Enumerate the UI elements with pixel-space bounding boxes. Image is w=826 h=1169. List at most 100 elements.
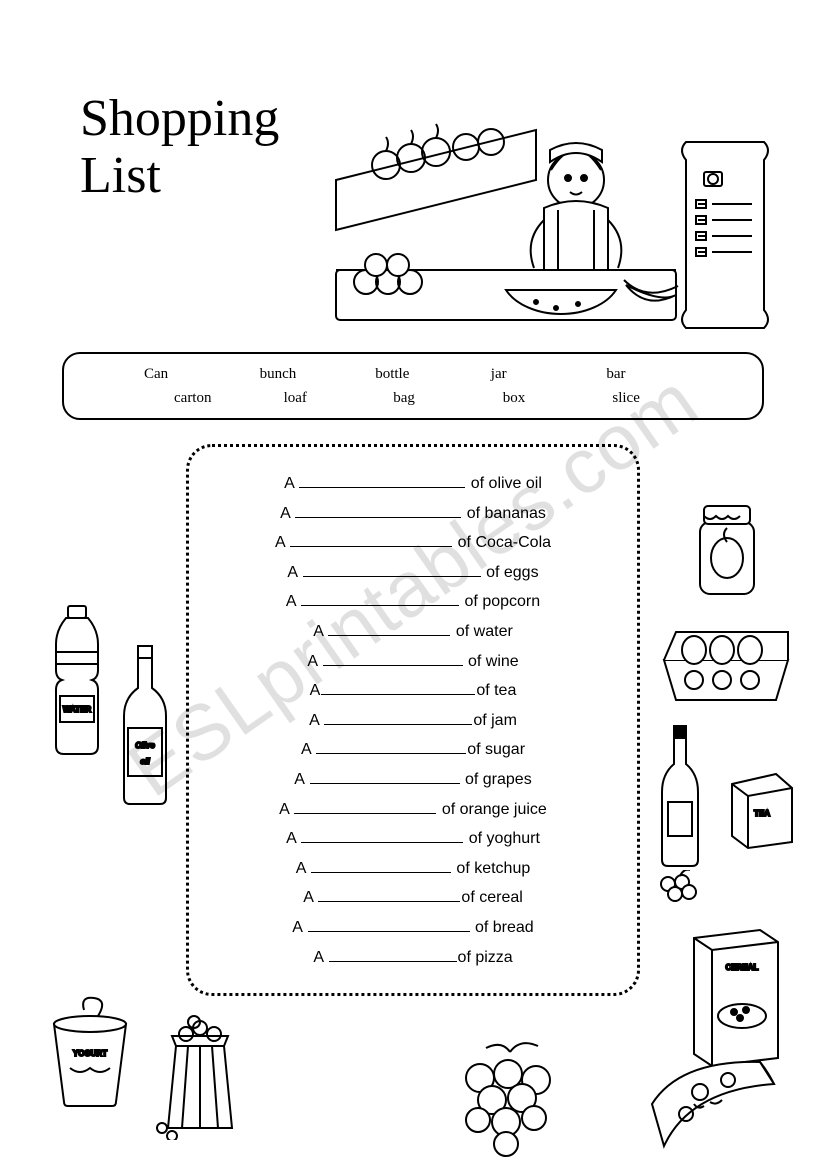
fill-blank[interactable] — [290, 533, 452, 547]
exercise-line-6: A of water — [209, 617, 617, 647]
exercise-suffix: of orange juice — [437, 801, 546, 818]
exercise-prefix: A — [280, 505, 294, 522]
word-bunch: bunch — [260, 362, 376, 386]
page-title: Shopping List — [80, 90, 279, 204]
egg-carton-icon — [656, 620, 796, 710]
exercise-suffix: of wine — [464, 653, 519, 670]
exercise-suffix: of bread — [471, 919, 534, 936]
exercise-suffix: of olive oil — [466, 475, 542, 492]
exercise-suffix: of water — [451, 623, 512, 640]
fill-blank[interactable] — [318, 888, 460, 902]
exercise-prefix: A — [313, 949, 327, 966]
exercise-line-3: A of Coca-Cola — [209, 528, 617, 558]
fill-blank[interactable] — [316, 740, 466, 754]
tea-box-icon: TEA — [720, 760, 800, 850]
olive-oil-icon: Olive oil — [110, 640, 180, 810]
yogurt-cup-icon: YOGURT — [40, 990, 140, 1110]
fill-blank[interactable] — [324, 711, 472, 725]
svg-text:Olive: Olive — [135, 741, 155, 750]
exercise-line-8: Aof tea — [209, 676, 617, 706]
fill-blank[interactable] — [321, 681, 475, 695]
exercise-prefix: A — [309, 712, 323, 729]
exercise-prefix: A — [307, 653, 321, 670]
exercise-line-13: A of yoghurt — [209, 824, 617, 854]
exercise-suffix: of yoghurt — [464, 830, 540, 847]
grapes-large-icon — [430, 1040, 580, 1160]
exercise-suffix: of popcorn — [460, 593, 540, 610]
exercise-suffix: of Coca-Cola — [453, 534, 551, 551]
exercise-suffix: of tea — [476, 682, 516, 699]
exercise-line-9: A of jam — [209, 706, 617, 736]
fill-blank[interactable] — [308, 918, 470, 932]
word-bank-row-1: Can bunch bottle jar bar — [144, 362, 722, 386]
word-bank: Can bunch bottle jar bar carton loaf bag… — [62, 352, 764, 420]
exercise-line-17: A of pizza — [209, 943, 617, 973]
svg-text:WATER: WATER — [63, 705, 92, 714]
fill-blank[interactable] — [329, 948, 457, 962]
exercise-box: A of olive oilA of bananasA of Coca-Cola… — [186, 444, 640, 996]
exercise-prefix: A — [286, 830, 300, 847]
word-bag: bag — [393, 386, 503, 410]
exercise-suffix: of pizza — [458, 949, 513, 966]
exercise-prefix: A — [310, 682, 321, 699]
fill-blank[interactable] — [328, 622, 450, 636]
exercise-prefix: A — [286, 593, 300, 610]
exercise-line-10: A of sugar — [209, 735, 617, 765]
word-slice: slice — [612, 386, 722, 410]
svg-text:oil: oil — [140, 757, 150, 766]
fill-blank[interactable] — [323, 652, 463, 666]
grocer-illustration — [326, 70, 786, 340]
word-jar: jar — [491, 362, 607, 386]
svg-text:TEA: TEA — [754, 809, 770, 818]
fill-blank[interactable] — [310, 770, 460, 784]
fill-blank[interactable] — [301, 592, 459, 606]
exercise-suffix: of jam — [473, 712, 517, 729]
wine-bottle-icon — [650, 720, 710, 870]
grapes-small-icon — [654, 870, 704, 910]
word-box: box — [503, 386, 613, 410]
exercise-prefix: A — [301, 741, 315, 758]
exercise-prefix: A — [296, 860, 310, 877]
exercise-prefix: A — [284, 475, 298, 492]
exercise-suffix: of sugar — [467, 741, 525, 758]
exercise-line-1: A of olive oil — [209, 469, 617, 499]
fill-blank[interactable] — [311, 859, 451, 873]
cereal-box-icon: CEREAL — [680, 920, 790, 1070]
exercise-prefix: A — [313, 623, 327, 640]
exercise-line-11: A of grapes — [209, 765, 617, 795]
exercise-suffix: of ketchup — [452, 860, 530, 877]
fill-blank[interactable] — [303, 563, 481, 577]
jam-jar-icon — [682, 492, 772, 602]
exercise-suffix: of eggs — [482, 564, 539, 581]
exercise-line-12: A of orange juice — [209, 795, 617, 825]
title-line-1: Shopping — [80, 90, 279, 147]
word-bottle: bottle — [375, 362, 491, 386]
exercise-prefix: A — [294, 771, 308, 788]
exercise-prefix: A — [275, 534, 289, 551]
fill-blank[interactable] — [301, 829, 463, 843]
exercise-line-16: A of bread — [209, 913, 617, 943]
exercise-prefix: A — [279, 801, 293, 818]
svg-text:YOGURT: YOGURT — [73, 1049, 107, 1058]
exercise-prefix: A — [303, 889, 317, 906]
word-bar: bar — [606, 362, 722, 386]
fill-blank[interactable] — [295, 504, 461, 518]
popcorn-bag-icon — [150, 1010, 250, 1140]
exercise-line-2: A of bananas — [209, 499, 617, 529]
exercise-line-14: A of ketchup — [209, 854, 617, 884]
exercise-line-15: A of cereal — [209, 883, 617, 913]
fill-blank[interactable] — [294, 800, 436, 814]
exercise-line-5: A of popcorn — [209, 587, 617, 617]
word-can: Can — [144, 362, 260, 386]
fill-blank[interactable] — [299, 474, 465, 488]
exercise-suffix: of grapes — [461, 771, 532, 788]
exercise-line-4: A of eggs — [209, 558, 617, 588]
water-bottle-icon: WATER — [42, 600, 112, 760]
exercise-prefix: A — [287, 564, 301, 581]
exercise-line-7: A of wine — [209, 647, 617, 677]
word-carton: carton — [174, 386, 284, 410]
pizza-slice-icon — [640, 1050, 790, 1160]
exercise-prefix: A — [292, 919, 306, 936]
word-bank-row-2: carton loaf bag box slice — [144, 386, 722, 410]
title-line-2: List — [80, 147, 161, 204]
